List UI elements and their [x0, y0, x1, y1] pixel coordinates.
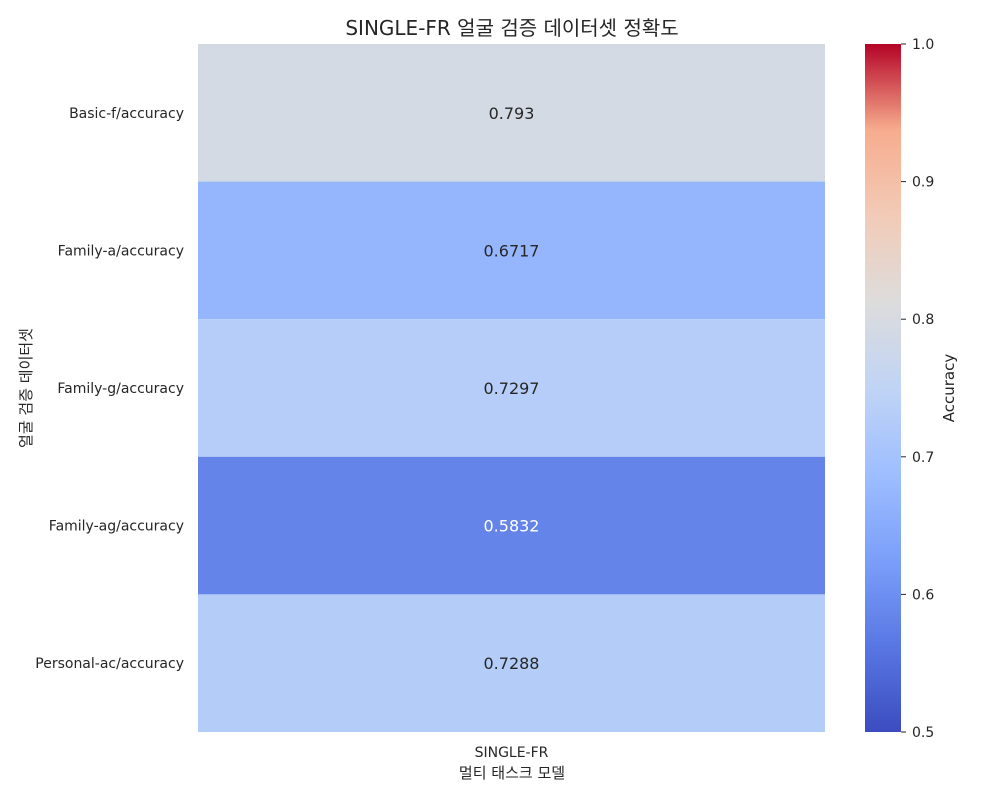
chart-title: SINGLE-FR 얼굴 검증 데이터셋 정확도	[345, 16, 678, 40]
colorbar-tick-label: 0.7	[912, 450, 934, 466]
cell-value-label: 0.5832	[484, 517, 540, 536]
cell-value-label: 0.7297	[484, 379, 540, 398]
row-tick-label: Family-a/accuracy	[58, 243, 184, 259]
colorbar-tick-label: 0.9	[912, 175, 934, 191]
column-tick-labels: SINGLE-FR	[475, 745, 549, 761]
heatmap-cell	[198, 594, 825, 732]
colorbar-tick-label: 1.0	[912, 37, 934, 53]
colorbar-label: Accuracy	[940, 354, 958, 423]
cell-value-label: 0.793	[489, 104, 535, 123]
cell-value-label: 0.6717	[484, 241, 540, 260]
colorbar-ticks: 0.5 0.6 0.7 0.8 0.9 1.0	[901, 37, 934, 741]
cell-value-label: 0.7288	[484, 654, 540, 673]
row-tick-label: Family-ag/accuracy	[49, 519, 184, 535]
heatmap-cells: 0.793 0.6717 0.7297 0.5832 0.7288	[198, 44, 825, 732]
colorbar-tick-label: 0.5	[912, 725, 934, 741]
heatmap-cell	[198, 44, 825, 182]
row-tick-label: Basic-f/accuracy	[69, 106, 184, 122]
column-tick-label: SINGLE-FR	[475, 745, 549, 761]
heatmap-cell	[198, 319, 825, 457]
colorbar-tick-label: 0.6	[912, 587, 934, 603]
heatmap-cell	[198, 456, 825, 595]
row-tick-label: Family-g/accuracy	[57, 381, 184, 397]
row-tick-label: Personal-ac/accuracy	[35, 656, 184, 672]
colorbar	[865, 44, 901, 732]
colorbar-tick-label: 0.8	[912, 312, 934, 328]
heatmap-cell	[198, 181, 825, 320]
row-tick-labels: Basic-f/accuracy Family-a/accuracy Family-…	[35, 106, 184, 672]
x-axis-label: 멀티 태스크 모델	[459, 764, 565, 782]
y-axis-label: 얼굴 검증 데이터셋	[17, 328, 35, 448]
